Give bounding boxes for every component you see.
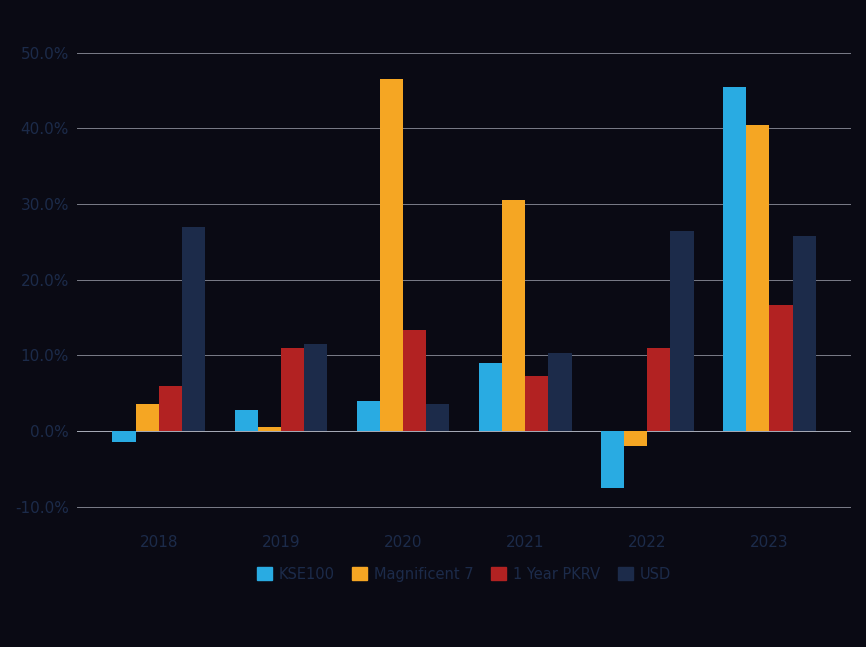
Bar <box>670 230 694 431</box>
Bar <box>502 201 525 431</box>
Legend: KSE100, Magnificent 7, 1 Year PKRV, USD: KSE100, Magnificent 7, 1 Year PKRV, USD <box>249 559 678 589</box>
Bar <box>426 404 449 431</box>
Bar <box>769 305 792 431</box>
Bar <box>158 386 182 431</box>
Bar <box>304 344 327 431</box>
Bar <box>281 347 304 431</box>
Bar <box>548 353 572 431</box>
Bar <box>357 400 380 431</box>
Bar <box>624 431 647 446</box>
Bar <box>403 331 426 431</box>
Bar <box>723 87 746 431</box>
Bar <box>258 427 281 431</box>
Bar <box>380 80 403 431</box>
Bar <box>113 431 136 443</box>
Bar <box>647 347 670 431</box>
Bar <box>235 410 258 431</box>
Bar <box>182 226 205 431</box>
Bar <box>601 431 624 488</box>
Bar <box>136 404 158 431</box>
Bar <box>746 125 769 431</box>
Bar <box>792 236 816 431</box>
Bar <box>479 363 502 431</box>
Bar <box>525 377 548 431</box>
